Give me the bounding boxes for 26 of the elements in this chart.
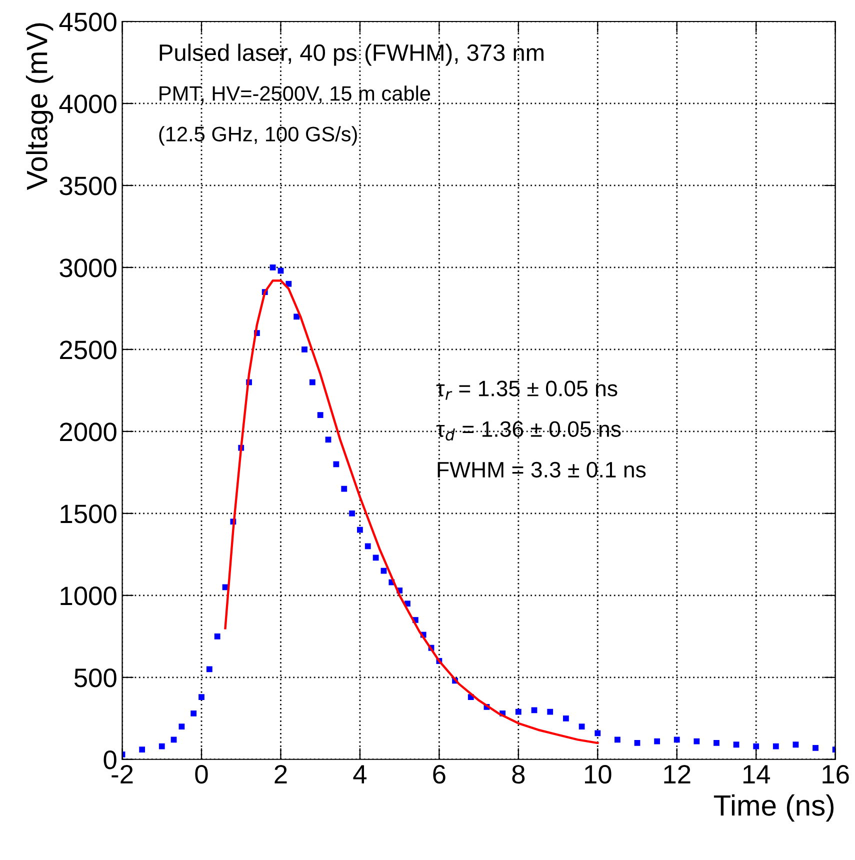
y-tick-label: 2500: [60, 340, 116, 360]
y-tick-label: 1000: [60, 586, 116, 606]
annotation: τ$_{d}$ = 1.36 ± 0.05 ns: [436, 421, 621, 441]
x-tick-label: 16: [822, 764, 849, 784]
y-tick-label: 500: [74, 668, 116, 688]
y-tick-label: 3500: [60, 176, 116, 196]
y-tick-label: 4000: [59, 94, 116, 114]
x-tick-label: 14: [743, 765, 770, 784]
annotation: τ$_{r}$ = 1.35 ± 0.05 ns: [436, 380, 618, 400]
x-tick-label: 10: [584, 764, 612, 784]
x-tick-label: 8: [512, 764, 525, 784]
y-tick-label: 3000: [60, 258, 116, 278]
y-axis-title: Voltage (mV): [26, 23, 54, 190]
x-tick-label: 12: [664, 764, 690, 784]
y-tick-label: 4500: [59, 12, 116, 32]
y-tick-label: 1500: [60, 504, 116, 524]
x-tick-label: 4: [353, 765, 367, 784]
x-tick-label: 0: [195, 764, 208, 784]
annotation: FWHM = 3.3 ± 0.1 ns: [438, 462, 646, 478]
x-tick-label: 2: [274, 764, 287, 784]
annotation: PMT, HV=-2500V, 15 m cable: [160, 86, 430, 104]
annotation: (12.5 GHz, 100 GS/s): [159, 126, 357, 146]
x-tick-label: 6: [433, 764, 446, 784]
x-axis-title: Time (ns): [714, 794, 834, 822]
y-tick-label: 2000: [60, 422, 116, 442]
annotation: Pulsed laser, 40 ps (FWHM), 373 nm: [160, 44, 544, 66]
